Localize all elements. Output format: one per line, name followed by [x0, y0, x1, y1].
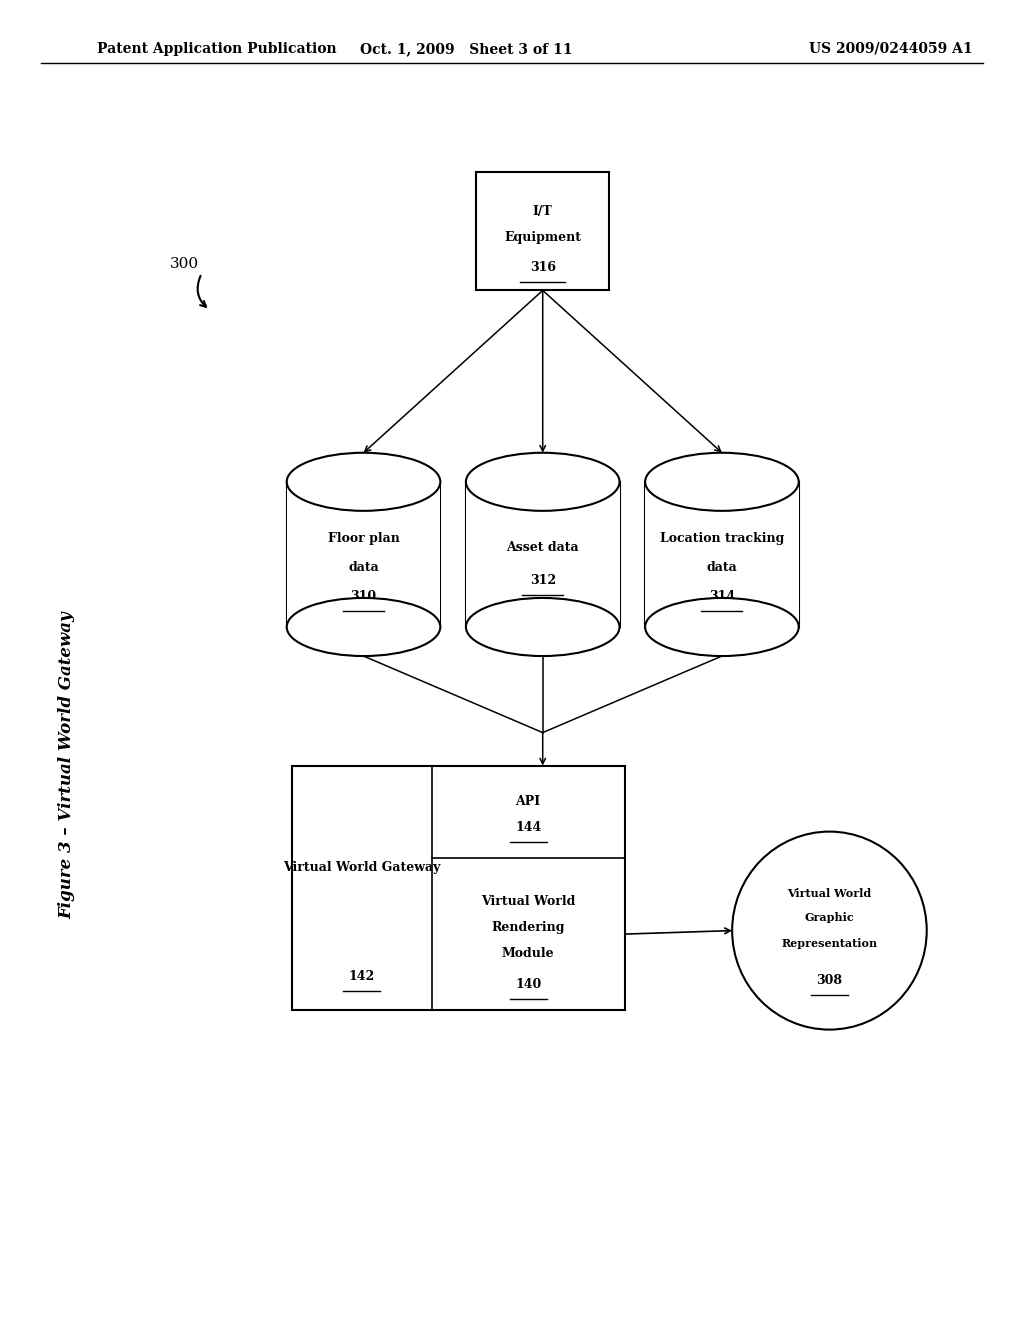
Ellipse shape: [645, 598, 799, 656]
Text: Virtual World: Virtual World: [481, 895, 575, 908]
Text: 316: 316: [529, 261, 556, 275]
Bar: [476, 172, 609, 290]
Text: US 2009/0244059 A1: US 2009/0244059 A1: [809, 42, 973, 55]
Text: data: data: [348, 561, 379, 574]
Ellipse shape: [287, 598, 440, 656]
Text: Module: Module: [502, 948, 554, 961]
Text: Patent Application Publication: Patent Application Publication: [97, 42, 337, 55]
Text: Figure 3 – Virtual World Gateway: Figure 3 – Virtual World Gateway: [58, 611, 75, 920]
Ellipse shape: [645, 453, 799, 511]
Text: Graphic: Graphic: [805, 912, 854, 923]
Text: 308: 308: [816, 974, 843, 987]
Text: Equipment: Equipment: [504, 231, 582, 244]
Ellipse shape: [732, 832, 927, 1030]
Bar: [645, 482, 799, 627]
Bar: [466, 482, 620, 627]
Text: I/T: I/T: [532, 205, 553, 218]
Text: Location tracking: Location tracking: [659, 532, 784, 545]
Text: Virtual World Gateway: Virtual World Gateway: [283, 862, 440, 874]
Ellipse shape: [466, 598, 620, 656]
Text: Floor plan: Floor plan: [328, 532, 399, 545]
Text: Virtual World: Virtual World: [787, 888, 871, 899]
Text: API: API: [515, 795, 541, 808]
Text: 144: 144: [515, 821, 542, 834]
Bar: [287, 482, 440, 627]
Text: 312: 312: [529, 574, 556, 587]
Bar: [292, 766, 625, 1010]
Ellipse shape: [287, 453, 440, 511]
Text: 300: 300: [170, 257, 199, 271]
Text: 314: 314: [709, 590, 735, 603]
Text: 140: 140: [515, 978, 542, 991]
Text: data: data: [707, 561, 737, 574]
Text: 310: 310: [350, 590, 377, 603]
Text: 142: 142: [348, 970, 375, 983]
Text: Oct. 1, 2009   Sheet 3 of 11: Oct. 1, 2009 Sheet 3 of 11: [359, 42, 572, 55]
Ellipse shape: [466, 453, 620, 511]
Text: Asset data: Asset data: [507, 541, 579, 554]
Text: Rendering: Rendering: [492, 921, 565, 935]
Text: Representation: Representation: [781, 939, 878, 949]
